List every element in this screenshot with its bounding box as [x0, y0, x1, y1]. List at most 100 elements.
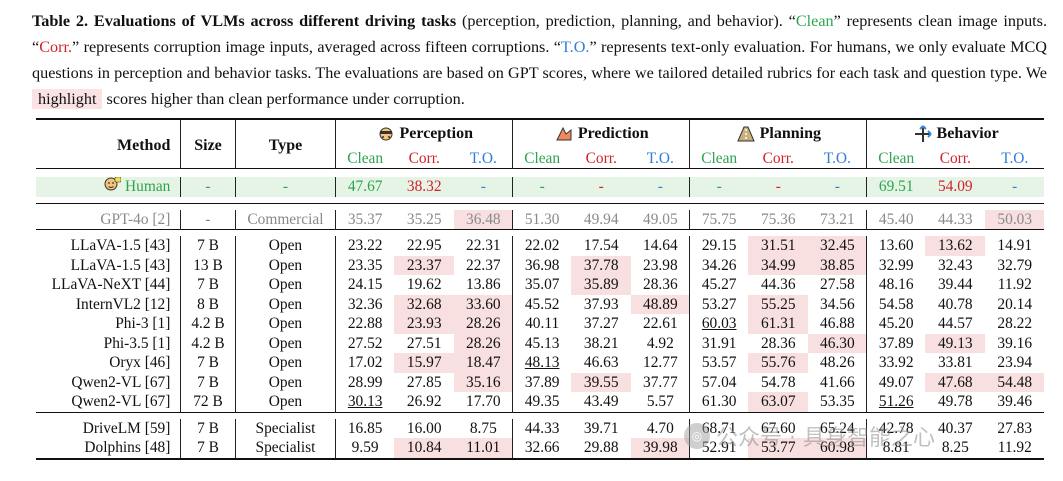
score-cell: 27.58: [820, 276, 855, 294]
method-cell: DriveLM [59]: [82, 419, 171, 437]
score-cell: 23.35: [335, 255, 395, 276]
size-cell: 7 B: [180, 275, 236, 295]
score-cell: 54.58: [866, 294, 926, 315]
type-cell: Open: [234, 275, 336, 295]
score-cell: 12.77: [643, 354, 678, 372]
score-cell: 42.78: [866, 418, 926, 439]
score-cell: -: [985, 177, 1044, 197]
score-cell: 13.62: [925, 236, 986, 256]
size-cell: -: [180, 177, 236, 197]
score-cell: 65.24: [820, 419, 855, 437]
score-cell: 8.25: [925, 438, 986, 460]
score-cell: 39.71: [583, 419, 619, 437]
score-cell: 69.51: [866, 177, 926, 197]
score-cell: 73.21: [820, 210, 855, 228]
score-cell: 53.35: [820, 393, 855, 411]
score-cell: 23.22: [335, 236, 395, 256]
sub-to: T.O.: [823, 149, 851, 167]
score-cell: 11.92: [985, 438, 1044, 460]
model-row: Qwen2-VL [67] 72 B Open 30.13 26.92 17.70 49.3…: [36, 392, 1044, 413]
human-row: Human - - 47.67 38.32- - - - - - -69.51 54.09-: [36, 176, 1044, 197]
score-cell: 27.85: [406, 373, 442, 391]
score-cell: 32.68: [394, 294, 455, 315]
score-cell: 49.07: [866, 372, 926, 393]
score-cell: 17.70: [466, 393, 501, 411]
method-cell: LLaVA-NeXT [44]: [51, 276, 171, 294]
type-cell: Open: [234, 392, 336, 413]
caption-highlight-sample: highlight: [32, 89, 103, 109]
watermark: ◎ 公众号 · 具身智能之心: [684, 420, 935, 452]
score-cell: 32.45: [808, 236, 867, 256]
sub-corr: Corr.: [408, 149, 440, 167]
score-cell: 9.59: [335, 438, 395, 460]
score-cell: 45.13: [512, 333, 572, 354]
type-cell: Open: [234, 314, 336, 334]
score-cell: 23.94: [997, 354, 1033, 372]
score-cell: 35.25: [406, 210, 442, 228]
score-cell: 43.49: [583, 393, 619, 411]
score-cell: 8.81: [866, 438, 926, 460]
header-behavior: Behavior: [866, 117, 1044, 149]
score-cell: 32.43: [937, 256, 973, 274]
score-cell: 37.78: [571, 255, 632, 276]
score-cell: 22.88: [335, 314, 395, 334]
results-table: Method Size Type Perception Prediction P…: [36, 117, 1044, 460]
method-cell: Phi-3.5 [1]: [103, 334, 171, 352]
sub-to: T.O.: [1001, 149, 1029, 167]
caption-text-1: (perception, prediction, planning, and b…: [456, 12, 796, 30]
sub-corr: Corr.: [762, 149, 794, 167]
score-cell: 30.13: [335, 392, 395, 413]
score-cell: 37.89: [512, 372, 572, 393]
score-cell: 28.36: [643, 276, 678, 294]
score-cell: 39.55: [571, 372, 632, 393]
model-row: LLaVA-NeXT [44] 7 B Open 24.15 19.62 13.86 35.…: [36, 275, 1044, 295]
score-cell: 18.47: [454, 353, 513, 373]
score-cell: 22.31: [466, 237, 501, 255]
score-cell: 28.36: [760, 334, 796, 352]
score-cell: 54.78: [760, 373, 796, 391]
type-cell: Open: [234, 353, 336, 373]
caption-clean-term: Clean: [795, 12, 834, 30]
score-cell: 37.89: [866, 333, 926, 354]
score-cell: -: [571, 177, 632, 197]
sub-corr: Corr.: [939, 149, 971, 167]
type-cell: Open: [234, 255, 336, 276]
score-cell: 57.04: [689, 372, 749, 393]
score-cell: 17.02: [335, 353, 395, 373]
method-cell: Phi-3 [1]: [115, 315, 171, 333]
type-cell: Specialist: [234, 418, 336, 439]
score-cell: 32.66: [512, 438, 572, 460]
score-cell: 27.51: [406, 334, 442, 352]
header-planning: Planning: [689, 117, 867, 149]
score-cell: 39.16: [997, 334, 1033, 352]
score-cell: 35.07: [512, 275, 572, 295]
score-cell: 37.27: [583, 315, 619, 333]
score-cell: 75.36: [760, 210, 796, 228]
planning-label: Planning: [759, 125, 821, 142]
score-cell: 28.99: [335, 372, 395, 393]
score-cell: 49.78: [937, 393, 973, 411]
score-cell: 14.64: [643, 237, 678, 255]
behavior-icon: [914, 125, 932, 142]
caption-label: Table 2.: [32, 12, 89, 30]
model-row: LLaVA-1.5 [43] 13 B Open 23.35 23.37 22.37 36.…: [36, 255, 1044, 276]
score-cell: 4.92: [646, 334, 674, 352]
score-cell: 44.33: [937, 210, 973, 228]
score-cell: 61.30: [689, 392, 749, 413]
caption-corr-term: Corr.: [39, 38, 73, 56]
score-cell: 8.75: [469, 419, 497, 437]
score-cell: 23.93: [394, 314, 455, 334]
score-cell: 15.97: [394, 353, 455, 373]
score-cell: 46.30: [808, 333, 867, 354]
method-cell: InternVL2 [12]: [75, 295, 171, 313]
score-cell: 55.25: [748, 294, 809, 315]
score-cell: 35.16: [454, 372, 513, 393]
score-cell: 39.98: [631, 438, 690, 460]
score-cell: 4.70: [646, 419, 674, 437]
sub-clean: Clean: [866, 148, 926, 169]
model-row: Oryx [46] 7 B Open 17.02 15.97 18.47 48.13 46.6…: [36, 353, 1044, 373]
method-cell: Qwen2-VL [67]: [71, 393, 171, 411]
score-cell: 32.79: [997, 256, 1033, 274]
score-cell: 51.26: [866, 392, 926, 413]
header-size: Size: [180, 118, 236, 169]
